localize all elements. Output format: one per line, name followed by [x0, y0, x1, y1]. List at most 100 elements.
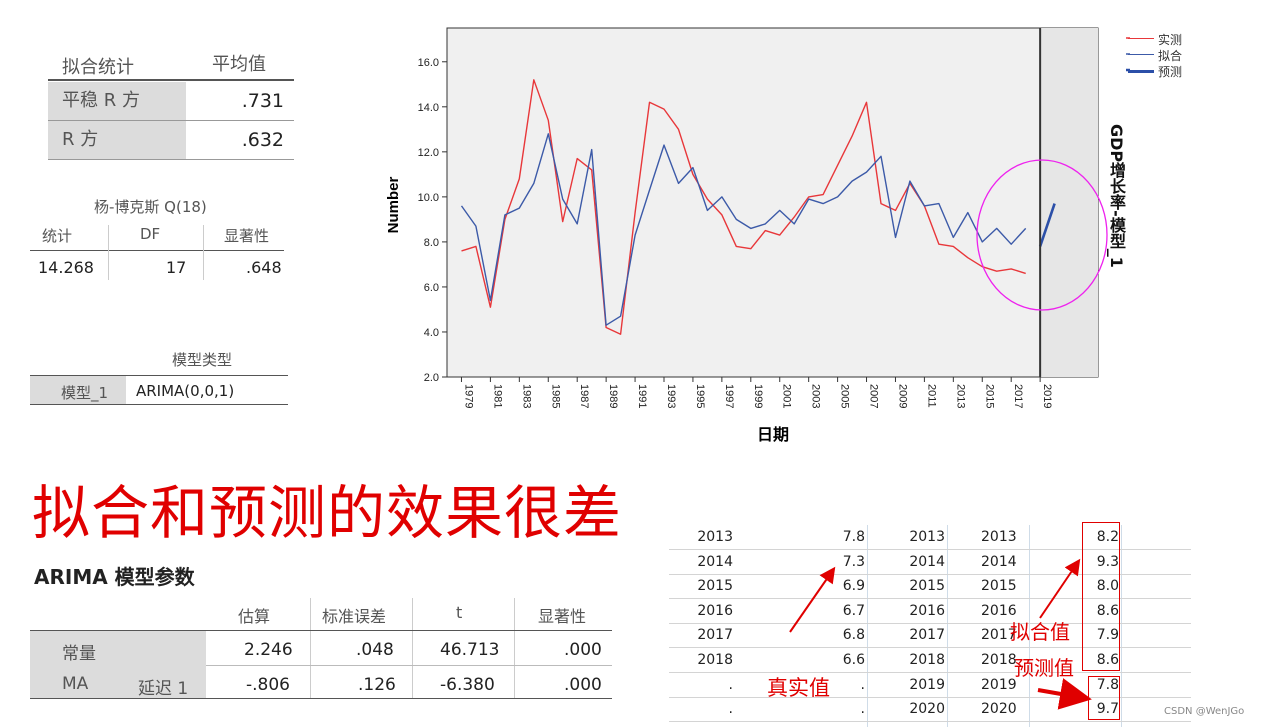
sheet-cell[interactable]: 6.6: [842, 652, 865, 668]
arima-cell: .000: [564, 675, 602, 695]
sheet-cell[interactable]: 2017: [981, 627, 1017, 644]
sheet-cell[interactable]: 2017: [909, 627, 945, 644]
arima-header-rule: [30, 630, 612, 631]
sheet-cell[interactable]: 9.3: [1096, 553, 1119, 570]
model-type-label-bg: [30, 376, 126, 404]
annotation-forecast: 预测值: [1014, 656, 1074, 680]
sheet-cell[interactable]: .: [728, 676, 733, 693]
fit-stats-header-label: 拟合统计: [62, 57, 134, 78]
model-type-type: ARIMA(0,0,1): [136, 382, 235, 400]
sheet-cell[interactable]: 2014: [909, 553, 945, 570]
x-tick-label: 1995: [694, 384, 706, 408]
x-tick-label: 2001: [781, 384, 793, 408]
sheet-cell[interactable]: 6.8: [842, 627, 865, 644]
x-tick-label: 1989: [607, 384, 619, 408]
watermark: CSDN @WenJGo: [1164, 706, 1245, 717]
sheet-cell[interactable]: 2015: [909, 578, 945, 595]
sheet-cell[interactable]: 8.6: [1096, 602, 1119, 619]
series-line: [1038, 203, 1056, 247]
ljung-box-title: 杨-博克斯 Q(18): [94, 198, 207, 216]
legend-label: 拟合: [1158, 49, 1183, 63]
ljung-box-divider: [108, 225, 109, 280]
y-tick-label: 6.0: [424, 282, 439, 294]
arima-cell: .000: [564, 640, 602, 660]
sheet-cell[interactable]: .: [728, 701, 733, 718]
sheet-cell[interactable]: 7.8: [842, 529, 865, 545]
sheet-cell[interactable]: 2016: [697, 602, 733, 619]
sheet-cell[interactable]: 2018: [697, 652, 733, 668]
sheet-cell[interactable]: 2014: [981, 553, 1017, 570]
arima-row-rule: [206, 665, 612, 666]
sheet-cell[interactable]: .: [860, 676, 865, 693]
series-line: [461, 79, 1026, 335]
sheet-cell[interactable]: 2013: [981, 529, 1017, 545]
sheet-cell[interactable]: 2017: [697, 627, 733, 644]
ljung-box-header-df: DF: [140, 225, 161, 243]
model-type-bottom-rule: [30, 404, 288, 405]
x-tick-label: 2009: [896, 384, 908, 408]
sheet-cell[interactable]: 2018: [981, 652, 1017, 668]
ljung-box-sig: .648: [246, 258, 282, 277]
ljung-box-header-sig: 显著性: [224, 227, 270, 245]
ljung-box-stat: 14.268: [38, 258, 94, 277]
x-tick-label: 2007: [868, 384, 880, 408]
sheet-cell[interactable]: 2015: [697, 578, 733, 595]
legend-swatch: [1128, 54, 1154, 56]
sheet-cell[interactable]: 2014: [697, 553, 733, 570]
sheet-cell[interactable]: 2018: [909, 652, 945, 668]
sheet-row: 2014 7.3 2014 2014 9.3: [669, 550, 1191, 575]
sheet-cell[interactable]: 2013: [697, 529, 733, 545]
x-tick-label: 1981: [491, 384, 503, 408]
x-tick-label: 2017: [1012, 384, 1024, 408]
arrow-to-fitted: [1039, 558, 1081, 619]
x-axis: 1979 1981 1983 1985 1987 1989 1991 1993 1995 1997…: [460, 377, 1053, 408]
arima-header-sig: 显著性: [538, 607, 587, 626]
fit-stats-value: .632: [241, 129, 284, 151]
sheet-cell[interactable]: 6.7: [842, 602, 865, 619]
sheet-cell[interactable]: 2020: [981, 701, 1017, 718]
sheet-row: 2018 6.6 2018 2018 8.6: [669, 648, 1191, 673]
x-tick-label: 2003: [810, 384, 822, 408]
right-axis-label: GDP增长率-模型_1: [1107, 124, 1126, 268]
y-axis: 2.0 4.0 6.0 8.0 10.0 12.0 14.0 16.0: [418, 57, 447, 384]
y-tick-label: 14.0: [418, 102, 439, 114]
x-tick-label: 1997: [723, 384, 735, 408]
x-tick-label: 2019: [1041, 384, 1053, 408]
series-group: [460, 79, 1056, 335]
ljung-box-header-stat: 统计: [42, 227, 73, 245]
sheet-row: .. 2020 2020 9.7: [669, 697, 1191, 723]
sheet-cell[interactable]: 2015: [981, 578, 1017, 595]
sheet-cell[interactable]: 9.7: [1096, 701, 1119, 718]
series-line: [460, 133, 1027, 326]
legend-swatch: [1128, 38, 1154, 40]
sheet-cell[interactable]: 8.6: [1096, 652, 1119, 668]
sheet-cell[interactable]: 8.0: [1096, 578, 1119, 595]
sheet-cell[interactable]: 2016: [909, 602, 945, 619]
sheet-cell[interactable]: 2016: [981, 602, 1017, 619]
sheet-cell[interactable]: 2020: [909, 701, 945, 718]
sheet-cell[interactable]: .: [860, 701, 865, 718]
sheet-cell[interactable]: 7.9: [1096, 627, 1119, 644]
x-tick-label: 1987: [578, 384, 590, 408]
arima-bottom-rule: [30, 698, 612, 699]
sheet-cell[interactable]: 8.2: [1096, 529, 1119, 545]
sheet-cell[interactable]: 2019: [981, 676, 1017, 693]
ljung-box-df: 17: [166, 258, 187, 277]
gdp-line-chart: 2.0 4.0 6.0 8.0 10.0 12.0 14.0 16.0 1979 1981 198…: [385, 27, 1130, 444]
data-sheet: 2013 7.8 2013 2013 8.2 2014 7.3 2014 2014 9.3 2015…: [669, 525, 1191, 727]
model-type-model: 模型_1: [61, 384, 109, 402]
ljung-box-divider: [203, 225, 204, 280]
arima-divider: [310, 598, 311, 698]
sheet-cell[interactable]: 2019: [909, 676, 945, 693]
arima-label-bg: [30, 631, 206, 699]
legend-label: 预测: [1158, 65, 1183, 79]
sheet-cell[interactable]: 6.9: [842, 578, 865, 595]
sheet-cell[interactable]: 7.3: [842, 553, 865, 570]
sheet-cell[interactable]: 7.8: [1096, 676, 1119, 693]
sheet-cell[interactable]: 2013: [909, 529, 945, 545]
x-axis-label: 日期: [757, 425, 789, 444]
arima-row-label: MA: [62, 674, 89, 694]
x-tick-label: 1983: [520, 384, 532, 408]
arima-divider: [514, 598, 515, 698]
x-tick-label: 2013: [954, 384, 966, 408]
